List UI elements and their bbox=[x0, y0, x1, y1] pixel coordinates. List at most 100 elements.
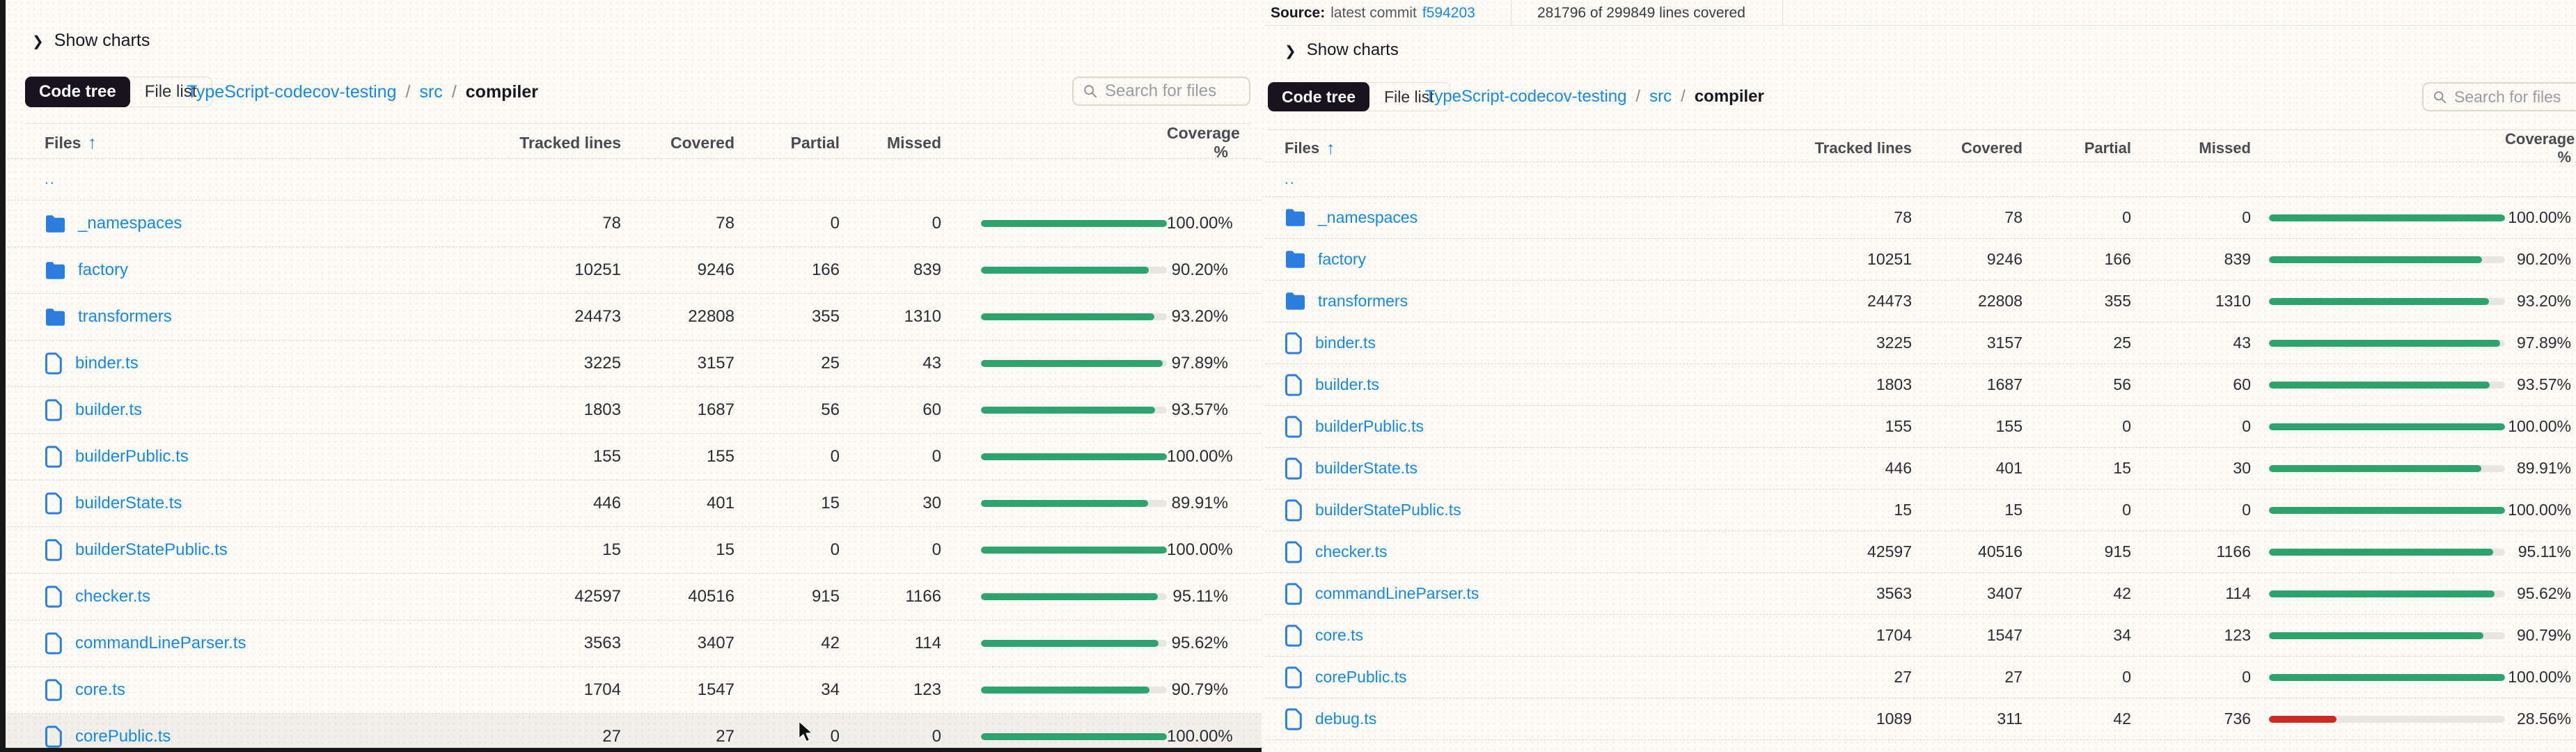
show-charts-toggle[interactable]: ❯ Show charts bbox=[32, 31, 150, 51]
table-row[interactable]: builderPublic.ts 155 155 0 0 100.00% bbox=[0, 434, 1262, 480]
file-link[interactable]: checker.ts bbox=[1315, 542, 1388, 561]
folder-icon bbox=[1285, 250, 1306, 269]
table-row[interactable]: core.ts 1704 1547 34 123 90.79% bbox=[1265, 615, 2576, 657]
breadcrumb-src-link[interactable]: src bbox=[419, 81, 443, 102]
table-row[interactable]: corePublic.ts 27 27 0 0 100.00% bbox=[1265, 657, 2576, 698]
file-link[interactable]: builderPublic.ts bbox=[1315, 417, 1424, 435]
column-header-missed[interactable]: Missed bbox=[2199, 139, 2251, 157]
table-row[interactable]: commandLineParser.ts 3563 3407 42 114 95… bbox=[1265, 573, 2576, 615]
table-row[interactable]: builderState.ts 446 401 15 30 89.91% bbox=[0, 480, 1262, 527]
folder-link[interactable]: _namespaces bbox=[1318, 208, 1418, 226]
covered-value: 3407 bbox=[697, 634, 735, 652]
column-header-files[interactable]: Files bbox=[1285, 139, 1320, 157]
tab-file-list[interactable]: File list bbox=[144, 82, 197, 101]
coverage-bar bbox=[981, 453, 1167, 460]
file-link[interactable]: builder.ts bbox=[75, 400, 143, 419]
column-header-tracked[interactable]: Tracked lines bbox=[519, 133, 621, 152]
table-row[interactable]: _namespaces 78 78 0 0 100.00% bbox=[0, 201, 1262, 247]
column-header-coverage[interactable]: Coverage % bbox=[2505, 130, 2575, 166]
file-link[interactable]: core.ts bbox=[1315, 626, 1364, 644]
column-header-coverage[interactable]: Coverage % bbox=[1167, 124, 1240, 161]
tab-code-tree[interactable]: Code tree bbox=[25, 77, 130, 107]
table-row[interactable]: checker.ts 42597 40516 915 1166 95.11% bbox=[0, 574, 1262, 620]
column-header-missed[interactable]: Missed bbox=[887, 133, 941, 152]
table-row[interactable]: corePublic.ts 27 27 0 0 100.00% bbox=[0, 714, 1262, 752]
table-row[interactable]: core.ts 1704 1547 34 123 90.79% bbox=[0, 667, 1262, 714]
coverage-bar bbox=[2269, 590, 2505, 597]
coverage-percent: 97.89% bbox=[1171, 354, 1228, 373]
table-row[interactable]: debug.ts 1089 311 42 736 28.56% bbox=[1265, 698, 2576, 740]
table-row[interactable]: builderState.ts 446 401 15 30 89.91% bbox=[1265, 448, 2576, 489]
file-link[interactable]: commandLineParser.ts bbox=[1315, 584, 1479, 602]
parent-directory-link[interactable]: .. bbox=[1285, 171, 1296, 187]
table-row[interactable]: builderStatePublic.ts 15 15 0 0 100.00% bbox=[0, 527, 1262, 574]
show-charts-toggle[interactable]: ❯ Show charts bbox=[1285, 40, 1399, 60]
column-header-partial[interactable]: Partial bbox=[790, 133, 840, 152]
sort-arrow-icon[interactable]: ↑ bbox=[88, 132, 97, 152]
table-row[interactable]: factory 10251 9246 166 839 90.20% bbox=[1265, 239, 2576, 281]
tab-code-tree[interactable]: Code tree bbox=[1268, 82, 1370, 111]
breadcrumb-src-link[interactable]: src bbox=[1649, 87, 1672, 106]
parent-directory-row[interactable]: .. bbox=[1265, 162, 2576, 197]
file-link[interactable]: builderState.ts bbox=[75, 494, 182, 512]
table-row[interactable]: builderStatePublic.ts 15 15 0 0 100.00% bbox=[1265, 489, 2576, 531]
file-link[interactable]: builderPublic.ts bbox=[75, 447, 189, 466]
table-row[interactable]: commandLineParser.ts 3563 3407 42 114 95… bbox=[0, 620, 1262, 667]
covered-value: 1547 bbox=[697, 680, 735, 699]
file-link[interactable]: checker.ts bbox=[75, 587, 151, 606]
breadcrumb-repo-link[interactable]: TypeScript-codecov-testing bbox=[1425, 87, 1627, 106]
coverage-percent: 97.89% bbox=[2516, 334, 2571, 352]
file-table: Files ↑ Tracked lines Covered Partial Mi… bbox=[1265, 130, 2576, 752]
partial-value: 0 bbox=[2122, 417, 2131, 435]
column-header-partial[interactable]: Partial bbox=[2084, 139, 2131, 157]
table-row[interactable]: transformers 24473 22808 355 1310 93.20% bbox=[0, 294, 1262, 340]
column-header-files[interactable]: Files bbox=[45, 133, 81, 152]
column-header-covered[interactable]: Covered bbox=[670, 133, 735, 152]
table-row[interactable]: transformers 24473 22808 355 1310 93.20% bbox=[1265, 281, 2576, 322]
column-header-covered[interactable]: Covered bbox=[1961, 139, 2023, 157]
partial-value: 56 bbox=[821, 400, 840, 419]
table-row[interactable]: binder.ts 3225 3157 25 43 97.89% bbox=[0, 340, 1262, 387]
coverage-percent: 93.57% bbox=[1171, 400, 1228, 419]
file-link[interactable]: debug.ts bbox=[1315, 710, 1377, 728]
coverage-bar bbox=[981, 360, 1167, 367]
table-row[interactable]: binder.ts 3225 3157 25 43 97.89% bbox=[1265, 322, 2576, 364]
file-link[interactable]: builder.ts bbox=[1315, 375, 1380, 393]
parent-directory-row[interactable]: .. bbox=[0, 159, 1262, 201]
file-link[interactable]: corePublic.ts bbox=[75, 727, 171, 746]
folder-link[interactable]: factory bbox=[78, 260, 129, 279]
file-link[interactable]: builderState.ts bbox=[1315, 459, 1418, 477]
column-header-tracked[interactable]: Tracked lines bbox=[1814, 139, 1912, 157]
folder-link[interactable]: transformers bbox=[78, 307, 172, 326]
missed-value: 0 bbox=[932, 214, 941, 233]
table-header-row: Files ↑ Tracked lines Covered Partial Mi… bbox=[1265, 130, 2576, 166]
parent-directory-link[interactable]: .. bbox=[45, 171, 56, 187]
breadcrumb-repo-link[interactable]: TypeScript-codecov-testing bbox=[187, 81, 397, 102]
file-link[interactable]: corePublic.ts bbox=[1315, 668, 1407, 686]
file-link[interactable]: builderStatePublic.ts bbox=[75, 540, 228, 559]
folder-link[interactable]: factory bbox=[1318, 250, 1367, 268]
search-input[interactable] bbox=[2454, 87, 2576, 107]
folder-link[interactable]: _namespaces bbox=[78, 214, 182, 233]
folder-link[interactable]: transformers bbox=[1318, 292, 1408, 310]
coverage-percent: 100.00% bbox=[2508, 208, 2571, 226]
search-input[interactable] bbox=[1105, 81, 1240, 101]
table-row[interactable]: builder.ts 1803 1687 56 60 93.57% bbox=[0, 387, 1262, 434]
partial-value: 915 bbox=[811, 587, 840, 606]
sort-arrow-icon[interactable]: ↑ bbox=[1326, 138, 1335, 158]
table-row[interactable]: _namespaces 78 78 0 0 100.00% bbox=[1265, 197, 2576, 239]
file-icon bbox=[1285, 415, 1303, 438]
file-link[interactable]: binder.ts bbox=[1315, 334, 1376, 352]
window-edge-bottom bbox=[0, 748, 1262, 752]
table-row[interactable]: builder.ts 1803 1687 56 60 93.57% bbox=[1265, 364, 2576, 406]
table-row[interactable]: builderPublic.ts 155 155 0 0 100.00% bbox=[1265, 406, 2576, 448]
search-icon bbox=[1084, 85, 1097, 98]
file-link[interactable]: builderStatePublic.ts bbox=[1315, 501, 1461, 519]
commit-link[interactable]: f594203 bbox=[1422, 5, 1475, 21]
table-row[interactable]: factory 10251 9246 166 839 90.20% bbox=[0, 247, 1262, 294]
file-link[interactable]: core.ts bbox=[75, 680, 126, 699]
tab-file-list[interactable]: File list bbox=[1384, 87, 1434, 106]
file-link[interactable]: binder.ts bbox=[75, 354, 139, 373]
file-link[interactable]: commandLineParser.ts bbox=[75, 634, 246, 652]
table-row[interactable]: checker.ts 42597 40516 915 1166 95.11% bbox=[1265, 531, 2576, 573]
